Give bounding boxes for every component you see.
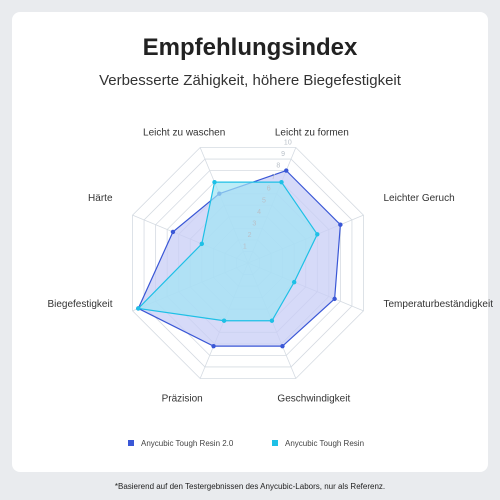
series-1-point xyxy=(170,229,176,235)
series-2-point xyxy=(199,241,205,247)
series-2-point xyxy=(221,318,227,323)
radar-axis-labels: Leicht zu formen Leichter Geruch Temperatu… xyxy=(47,128,493,405)
tick-label: 3 xyxy=(252,220,256,227)
tick-label: 8 xyxy=(276,163,280,170)
axis-label: Leicht zu formen xyxy=(275,128,349,139)
tick-label: 7 xyxy=(272,174,276,181)
axis-label: Präzision xyxy=(162,393,203,404)
series-2-point xyxy=(291,279,297,285)
series-1-point xyxy=(280,343,285,349)
series-2-point xyxy=(136,306,141,311)
series-2-point xyxy=(315,232,320,237)
series-1-point xyxy=(338,222,343,227)
legend-swatch xyxy=(128,440,134,446)
chart-title: Empfehlungsindex xyxy=(142,34,358,61)
series-2-point xyxy=(212,179,217,185)
footnote: *Basierend auf den Testergebnissen des A… xyxy=(114,482,386,491)
axis-label: Temperaturbeständigkeit xyxy=(383,299,493,310)
tick-label: 9 xyxy=(281,151,285,158)
axis-label: Geschwindigkeit xyxy=(277,393,350,404)
series-1-point xyxy=(284,168,289,173)
axis-label: Leicht zu waschen xyxy=(143,128,225,139)
tick-label: 4 xyxy=(257,209,261,216)
legend-label: Anycubic Tough Resin xyxy=(285,439,364,448)
tick-label: 6 xyxy=(267,186,271,193)
series-2-point xyxy=(279,179,284,185)
axis-label: Leichter Geruch xyxy=(383,193,454,204)
tick-label: 5 xyxy=(262,197,266,204)
tick-label: 2 xyxy=(248,232,252,239)
legend-label: Anycubic Tough Resin 2.0 xyxy=(141,439,234,448)
legend-swatch xyxy=(272,440,278,446)
series-1-point xyxy=(332,296,337,302)
axis-label: Biegefestigkeit xyxy=(47,299,112,310)
series-1-point xyxy=(211,343,216,349)
series-2-point xyxy=(269,318,275,323)
tick-label: 10 xyxy=(284,140,292,147)
axis-label: Härte xyxy=(88,193,113,204)
chart-subtitle: Verbesserte Zähigkeit, höhere Biegefesti… xyxy=(99,72,401,89)
chart-legend: Anycubic Tough Resin 2.0 Anycubic Tough R… xyxy=(128,439,364,448)
radar-series xyxy=(136,168,343,349)
tick-label: 1 xyxy=(243,243,247,250)
